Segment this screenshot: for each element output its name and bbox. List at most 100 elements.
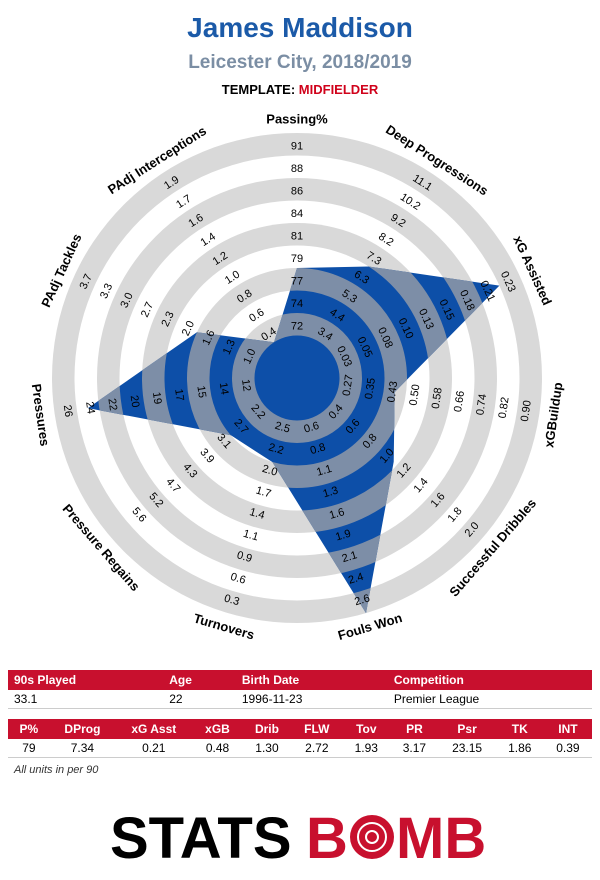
radar-tick-label: 1.6 [328,506,346,522]
logo-text-b: B [306,806,348,866]
table-cell: 22 [163,690,236,709]
radar-tick-label: 22 [105,398,119,412]
radar-tick-label: 0.43 [385,380,400,403]
radar-tick-label: 79 [291,253,303,265]
radar-tick-label: 0.66 [452,390,467,413]
table-header-cell: 90s Played [8,670,164,690]
template-value: MIDFIELDER [298,82,379,97]
table-header-cell: INT [543,719,592,739]
table-cell: 1996-11-23 [235,690,388,709]
team-season: Leicester City, 2018/2019 [188,52,412,73]
radar-tick-label: 1.6 [200,328,217,347]
radar-tick-label: 12 [239,378,253,392]
table-cell: Premier League [387,690,592,709]
radar-tick-label: 2.4 [347,571,365,587]
radar-tick-label: 17 [172,388,186,402]
radar-tick-label: 14 [217,382,231,396]
stats-table-row: 79 7.34 0.21 0.48 1.30 2.72 1.93 3.17 23.15 1.86 0… [8,739,592,758]
radar-tick-label: 0.35 [363,377,378,400]
table-cell: 79 [8,739,50,758]
radar-tick-label: 81 [291,230,303,242]
table-header-cell: Psr [438,719,496,739]
logo-target-ring [357,822,387,852]
stats-table: P% DProg xG Asst xGB Drib FLW Tov PR Psr TK INT 79… [8,719,592,758]
radar-tick-label: 72 [291,320,303,332]
table-header-cell: xGB [192,719,243,739]
info-table-header: 90s Played Age Birth Date Competition [8,670,592,690]
radar-tick-label: 84 [291,208,303,220]
radar-tick-label: 2.6 [353,592,371,608]
radar-tick-label: 0.82 [497,396,512,419]
radar-tick-label: 24 [83,401,97,415]
table-header-cell: Birth Date [235,670,388,690]
radar-tick-label: 3.3 [98,282,115,301]
template-label: TEMPLATE: [221,82,296,97]
radar-overlap-band [232,313,362,443]
radar-chart: 7274777981848688913.44.45.36.37.38.29.21… [29,112,566,644]
radar-tick-label: 1.0 [241,347,258,366]
table-cell: 0.48 [192,739,243,758]
table-cell: 1.30 [242,739,292,758]
table-header-cell: PR [390,719,439,739]
radar-tick-label: 15 [194,385,208,399]
radar-tick-label: 0.9 [235,549,253,565]
table-cell: 3.17 [390,739,439,758]
radar-tick-label: 1.3 [322,485,340,501]
radar-tick-label: 77 [291,275,303,287]
table-header-cell: P% [8,719,50,739]
player-name: James Maddison [187,12,413,43]
statsbomb-logo: STATS B MB [110,806,486,866]
radar-tick-label: 1.7 [254,485,272,501]
logo-target-icon [350,815,394,859]
table-header-cell: Tov [342,719,391,739]
radar-tick-label: 74 [291,298,303,310]
radar-tick-label: 0.50 [408,384,423,407]
footnote: All units in per 90 [14,764,99,776]
radar-tick-label: 2.5 [273,420,291,436]
radar-axis-label: xGBuildup [541,381,565,448]
radar-tick-label: 19 [150,391,164,405]
radar-tick-label: 0.90 [519,400,534,423]
info-table: 90s Played Age Birth Date Competition 33.1 2… [8,670,592,709]
logo-target-core [365,830,379,844]
table-cell: 23.15 [438,739,496,758]
table-header-cell: FLW [291,719,343,739]
template-line: TEMPLATE: MIDFIELDER [0,82,600,97]
table-cell: 1.86 [495,739,544,758]
radar-tick-label: 0.6 [229,571,247,587]
info-table-row: 33.1 22 1996-11-23 Premier League [8,690,592,709]
radar-tick-label: 91 [291,140,303,152]
radar-tick-label: 0.8 [309,441,327,457]
table-cell: 0.21 [115,739,193,758]
table-cell: 33.1 [8,690,164,709]
stats-table-header: P% DProg xG Asst xGB Drib FLW Tov PR Psr TK INT [8,719,592,739]
logo-text-stats: STATS [110,806,292,866]
radar-tick-label: 2.2 [267,441,285,457]
radar-tick-label: 3.7 [78,272,95,291]
table-header-cell: xG Asst [115,719,193,739]
table-cell: 7.34 [49,739,116,758]
table-cell: 0.39 [543,739,592,758]
radar-tick-label: 3.0 [118,291,135,310]
radar-tick-label: 1.3 [221,338,238,357]
radar-tick-label: 26 [61,404,75,418]
radar-tick-label: 1.9 [334,528,352,544]
table-header-cell: Competition [387,670,592,690]
radar-axis-label: Pressures [29,383,53,447]
radar-tick-label: 2.1 [341,549,359,565]
radar-tick-label: 2.0 [261,463,279,479]
radar-tick-label: 88 [291,163,303,175]
radar-tick-label: 86 [291,185,303,197]
table-header-cell: TK [495,719,544,739]
radar-overlap-band [187,268,407,488]
radar-tick-label: 0.6 [303,420,321,436]
radar-tick-label: 0.27 [341,374,356,397]
table-header-cell: Drib [242,719,292,739]
radar-tick-label: 20 [128,394,142,408]
radar-tick-label: 0.3 [223,592,241,608]
radar-tick-label: 1.1 [315,463,333,479]
table-cell: 2.72 [291,739,343,758]
radar-tick-label: 1.4 [248,506,266,522]
logo-text-mb: MB [396,806,486,866]
radar-tick-label: 2.3 [159,310,176,329]
